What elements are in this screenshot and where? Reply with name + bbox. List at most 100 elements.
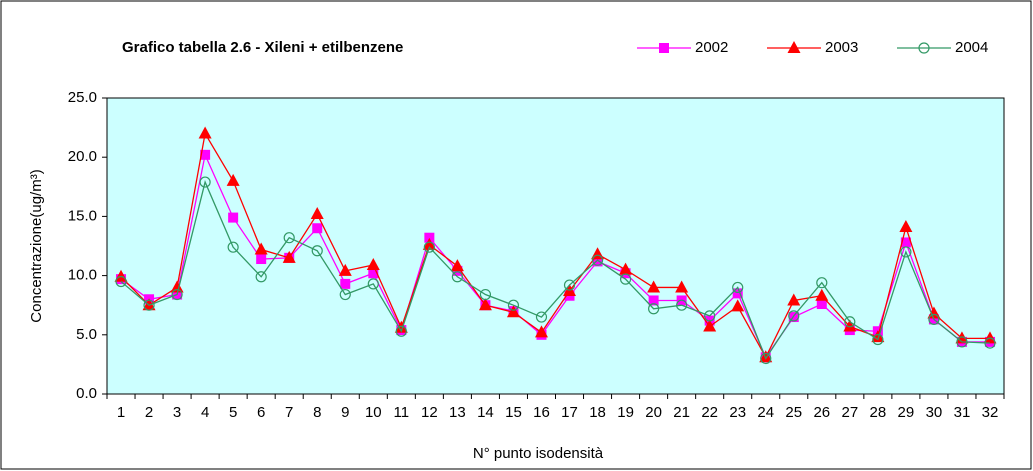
marker-square xyxy=(900,237,911,248)
x-tick-label: 3 xyxy=(173,404,181,421)
marker-square xyxy=(816,299,827,310)
x-tick-label: 12 xyxy=(421,404,438,421)
marker-triangle xyxy=(422,237,436,250)
x-tick-label: 32 xyxy=(982,404,999,421)
marker-square xyxy=(592,256,603,267)
marker-circle xyxy=(816,277,828,289)
marker-triangle xyxy=(619,262,633,275)
marker-circle xyxy=(143,299,155,311)
x-axis-label: N° punto isodensità xyxy=(473,445,604,462)
series-line xyxy=(120,180,991,360)
marker-circle xyxy=(760,352,772,365)
marker-triangle xyxy=(198,126,212,139)
marker-circle xyxy=(928,313,940,326)
marker-triangle xyxy=(506,305,520,318)
marker-triangle xyxy=(450,259,464,272)
x-tick-label: 24 xyxy=(757,404,774,421)
x-tick-label: 9 xyxy=(341,404,349,421)
x-tick-label: 4 xyxy=(201,404,209,421)
marker-circle xyxy=(872,333,884,346)
x-tick-label: 18 xyxy=(589,404,606,421)
plot-area xyxy=(106,97,1005,395)
marker-circle xyxy=(732,281,744,294)
x-tick-label: 16 xyxy=(533,404,550,421)
marker-circle xyxy=(227,241,239,253)
marker-circle xyxy=(423,241,435,253)
marker-triangle xyxy=(899,220,913,233)
marker-circle xyxy=(339,288,351,301)
marker-circle xyxy=(563,279,576,291)
marker-triangle xyxy=(647,280,661,293)
y-tick-label: 5.0 xyxy=(76,326,97,343)
legend-label: 2004 xyxy=(955,39,988,56)
marker-circle xyxy=(900,246,912,258)
marker-square xyxy=(648,295,659,306)
marker-square xyxy=(200,149,211,160)
x-tick-label: 14 xyxy=(477,404,494,421)
marker-triangle xyxy=(675,280,689,293)
marker-triangle xyxy=(983,331,997,344)
x-tick-label: 21 xyxy=(673,404,690,421)
marker-circle xyxy=(283,232,295,244)
marker-circle xyxy=(676,299,688,311)
marker-circle xyxy=(984,337,996,349)
marker-triangle xyxy=(254,242,268,255)
marker-square xyxy=(788,312,799,323)
marker-square xyxy=(424,232,435,243)
x-tick-label: 31 xyxy=(954,404,971,421)
marker-triangle xyxy=(787,41,801,53)
x-tick-label: 1 xyxy=(117,404,125,421)
marker-triangle xyxy=(310,207,324,220)
marker-triangle xyxy=(338,263,352,276)
x-tick-label: 27 xyxy=(841,404,858,421)
marker-circle xyxy=(367,278,379,290)
marker-triangle xyxy=(759,350,773,363)
marker-square xyxy=(312,223,323,234)
x-tick-label: 7 xyxy=(285,404,293,421)
legend-label: 2003 xyxy=(825,39,858,56)
legend-label: 2002 xyxy=(695,39,728,56)
marker-circle xyxy=(535,311,548,323)
marker-triangle xyxy=(170,280,184,293)
x-tick-label: 20 xyxy=(645,404,662,421)
x-tick-label: 22 xyxy=(701,404,718,421)
x-tick-label: 8 xyxy=(313,404,321,421)
marker-circle xyxy=(591,254,604,266)
x-tick-label: 23 xyxy=(729,404,746,421)
marker-square xyxy=(340,278,351,289)
marker-square xyxy=(659,43,669,53)
marker-triangle xyxy=(871,330,885,343)
marker-circle xyxy=(199,176,211,188)
x-tick-label: 2 xyxy=(145,404,153,421)
y-tick-label: 15.0 xyxy=(68,207,97,224)
marker-circle xyxy=(255,271,267,283)
x-tick-label: 30 xyxy=(926,404,943,421)
marker-circle xyxy=(788,310,800,322)
marker-triangle xyxy=(366,257,380,270)
marker-triangle xyxy=(114,269,128,282)
y-tick-label: 25.0 xyxy=(68,89,97,106)
marker-triangle xyxy=(282,250,296,263)
marker-triangle xyxy=(815,288,829,301)
marker-triangle xyxy=(478,298,492,311)
marker-triangle xyxy=(787,293,801,306)
marker-circle xyxy=(115,275,127,288)
marker-square xyxy=(732,288,743,299)
marker-triangle xyxy=(142,298,156,311)
marker-circle xyxy=(451,271,463,283)
marker-circle xyxy=(619,273,632,285)
marker-triangle xyxy=(703,319,717,332)
x-tick-label: 6 xyxy=(257,404,265,421)
x-tick-label: 29 xyxy=(898,404,915,421)
marker-circle xyxy=(844,316,856,328)
marker-square xyxy=(368,268,379,279)
x-tick-label: 17 xyxy=(561,404,578,421)
x-tick-label: 19 xyxy=(617,404,634,421)
marker-circle xyxy=(395,325,407,337)
y-tick-label: 20.0 xyxy=(68,148,97,165)
marker-square xyxy=(228,212,239,223)
y-axis-label: Concentrazione(ug/m³) xyxy=(28,169,45,322)
marker-circle xyxy=(956,336,968,348)
marker-circle xyxy=(171,288,183,301)
